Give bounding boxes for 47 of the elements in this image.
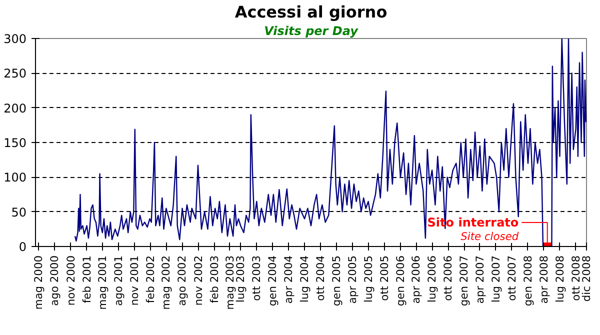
y-tick-label: 100 [4, 170, 26, 185]
x-tick-label: lug 2006 [426, 255, 439, 302]
x-tick-label: ott 2006 [442, 255, 455, 301]
x-tick-label: apr 2004 [282, 255, 296, 304]
x-tick-label: ott 2004 [314, 255, 328, 301]
x-tick-label: dic 2008 [580, 255, 593, 302]
y-tick-label: 0 [18, 240, 27, 254]
x-tick-label: mag 2001 [96, 255, 109, 310]
x-tick-label: ott 2005 [378, 255, 391, 301]
x-tick-label: lug 2008 [553, 255, 566, 302]
x-tick-label: mag 2003 [223, 255, 236, 310]
x-tick-label: gen 2004 [266, 255, 280, 306]
y-tick-label: 250 [4, 66, 26, 81]
x-tick-label: ago 2002 [176, 255, 189, 306]
x-tick-label: gen 2006 [394, 255, 407, 306]
annotation: Site closed [460, 230, 519, 243]
chart-subtitle: Visits per Day [264, 24, 360, 38]
x-tick-label: lug 2004 [298, 255, 312, 302]
x-tick-label: lug 2005 [362, 255, 375, 302]
x-tick-label: mag 2002 [160, 255, 173, 310]
x-tick-label: lug 2007 [489, 255, 502, 302]
x-tick-label: gen 2008 [521, 255, 534, 306]
y-tick-label: 300 [4, 32, 26, 46]
x-tick-label: mag 2000 [32, 255, 46, 310]
x-tick-label: ott 2008 [569, 255, 582, 301]
x-tick-label: nov 2002 [192, 255, 205, 306]
x-tick-label: apr 2005 [346, 255, 359, 304]
x-tick-label: feb 2002 [144, 255, 158, 304]
line-series [74, 38, 586, 246]
x-tick-label: ago 2000 [48, 255, 62, 306]
chart-title: Accessi al giorno [234, 2, 388, 22]
x-tick-label: feb 2003 [208, 255, 221, 304]
x-tick-label: apr 2008 [537, 255, 550, 304]
x-tick-label: apr 2007 [473, 255, 486, 304]
x-tick-label: ago 2001 [112, 255, 125, 306]
x-tick-label: ott 2007 [505, 255, 518, 301]
x-tick-label: lug 2003 [234, 255, 248, 302]
x-tick-label: gen 2007 [458, 255, 471, 306]
x-tick-label: gen 2005 [330, 255, 344, 306]
x-tick-label: ott 2003 [250, 255, 264, 301]
x-tick-label: feb 2001 [80, 255, 94, 304]
y-tick-label: 50 [11, 205, 27, 220]
x-tick-label: nov 2000 [64, 255, 78, 306]
y-tick-label: 200 [4, 101, 26, 116]
x-tick-label: nov 2001 [128, 255, 142, 306]
y-tick-label: 150 [4, 136, 26, 150]
x-tick-label: apr 2006 [410, 255, 423, 304]
